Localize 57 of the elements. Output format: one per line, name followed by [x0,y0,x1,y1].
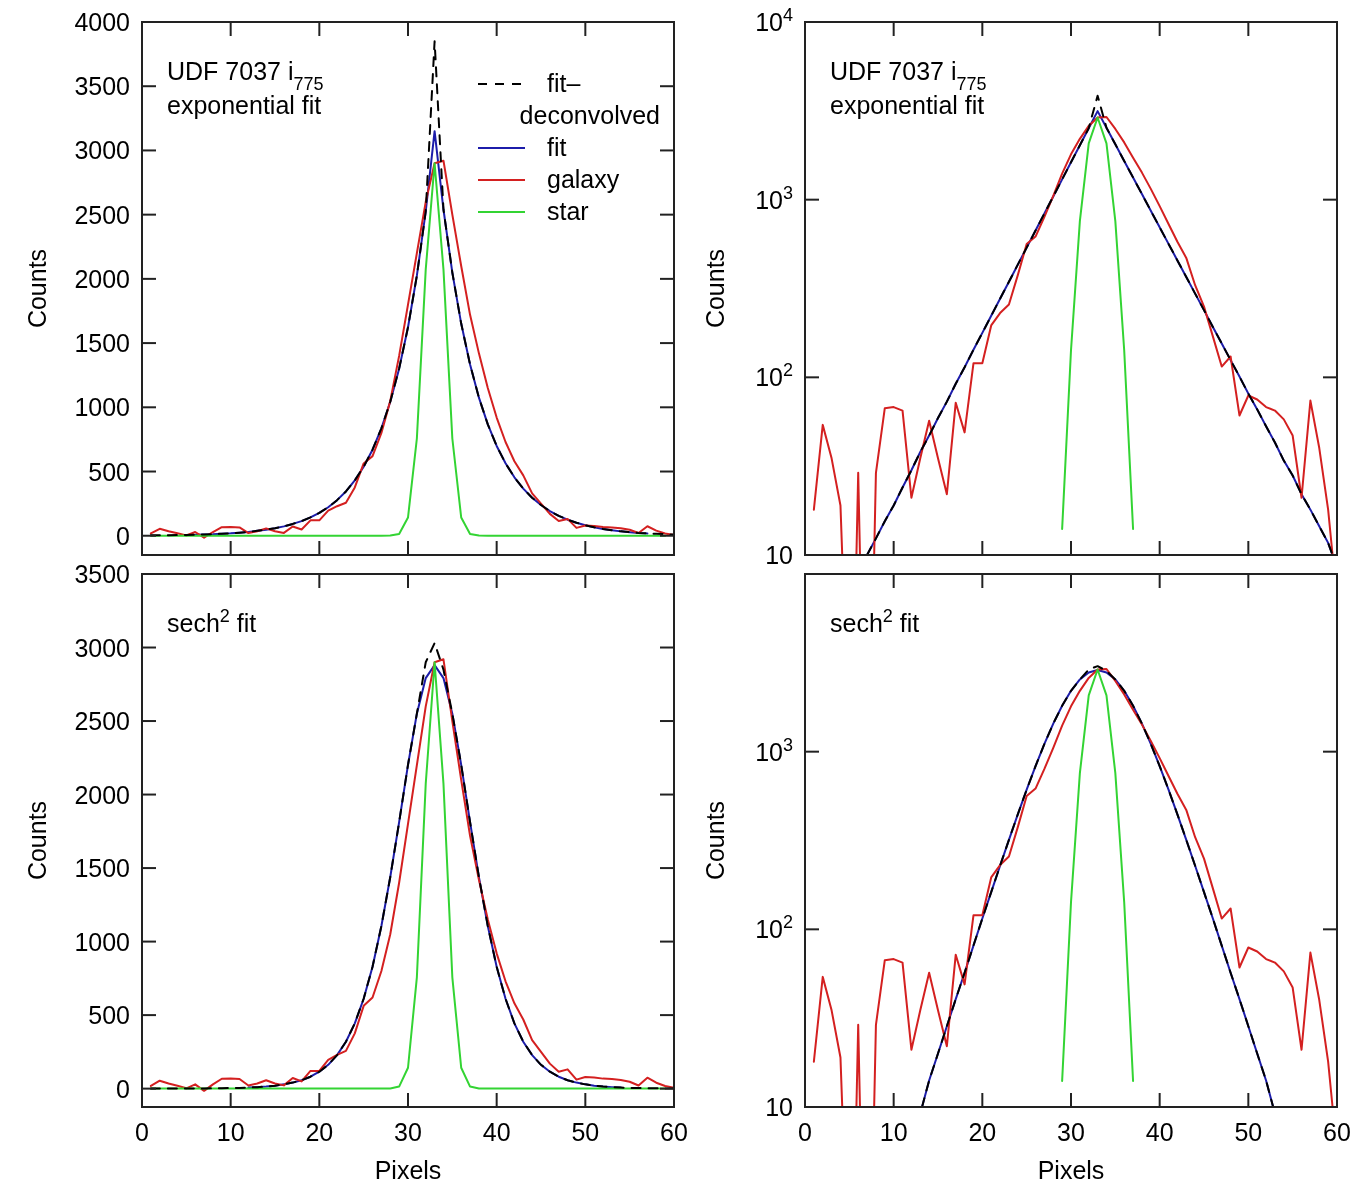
x-tick-label: 20 [305,1118,334,1146]
y-axis-title: Counts [23,248,51,329]
x-tick-label: 40 [482,1118,511,1146]
y-tick-label: 2500 [74,707,130,736]
annotation: sech$^{2}$ fit [830,606,920,637]
x-axis-title: Pixels [374,1156,442,1184]
x-tick-label: 60 [660,1118,688,1146]
line-series [1061,116,1135,531]
annotation: sech$^{2}$ fit [167,606,257,637]
annotation: UDF 7037 i$_{775}$ [830,57,987,94]
y-tick-label: 10$^{4}$ [755,5,793,36]
y-tick-label: 10$^{2}$ [755,360,793,392]
legend-label: galaxy [547,165,620,193]
y-axis-title: Counts [701,248,729,329]
x-tick-label: 30 [1057,1118,1085,1146]
x-tick-label: 0 [798,1118,812,1146]
y-tick-label: 10 [765,541,793,569]
x-tick-label: 40 [1145,1118,1174,1146]
y-tick-label: 500 [88,1001,130,1030]
x-tick-label: 30 [394,1118,422,1146]
line-series [812,667,1334,1107]
x-tick-label: 10 [216,1118,245,1146]
line-series [1061,668,1135,1083]
x-tick-label: 10 [879,1118,908,1146]
y-tick-label: 2000 [74,264,130,293]
y-tick-label: 2500 [74,200,130,229]
y-tick-label: 10$^{2}$ [755,912,793,944]
y-tick-label: 0 [116,1074,130,1103]
x-tick-label: 50 [571,1118,600,1146]
y-tick-label: 3500 [74,560,130,588]
y-tick-label: 2000 [74,780,130,809]
y-axis-title: Counts [701,800,729,881]
x-axis-title: Pixels [1037,1156,1105,1184]
y-tick-label: 10$^{3}$ [755,182,793,214]
y-axis-title: Counts [23,800,51,881]
y-tick-label: 10 [765,1093,793,1121]
line-series [149,40,674,537]
y-tick-label: 10$^{3}$ [755,734,793,766]
x-tick-label: 60 [1323,1118,1351,1146]
annotation: exponential fit [167,91,322,119]
annotation: UDF 7037 i$_{775}$ [167,57,324,94]
x-tick-label: 0 [135,1118,149,1146]
y-tick-label: 1000 [74,927,130,956]
y-tick-label: 0 [116,521,130,550]
y-tick-label: 1000 [74,393,130,422]
legend-label: star [547,197,589,225]
y-tick-label: 4000 [74,8,130,36]
legend-label: fit [547,133,567,161]
y-tick-label: 3000 [74,633,130,662]
y-tick-label: 1500 [74,854,130,883]
y-tick-label: 500 [88,457,130,486]
x-tick-label: 20 [968,1118,997,1146]
annotation: exponential fit [830,91,985,119]
y-tick-label: 3500 [74,72,130,101]
y-tick-label: 1500 [74,329,130,358]
x-tick-label: 50 [1234,1118,1263,1146]
y-tick-label: 3000 [74,136,130,165]
